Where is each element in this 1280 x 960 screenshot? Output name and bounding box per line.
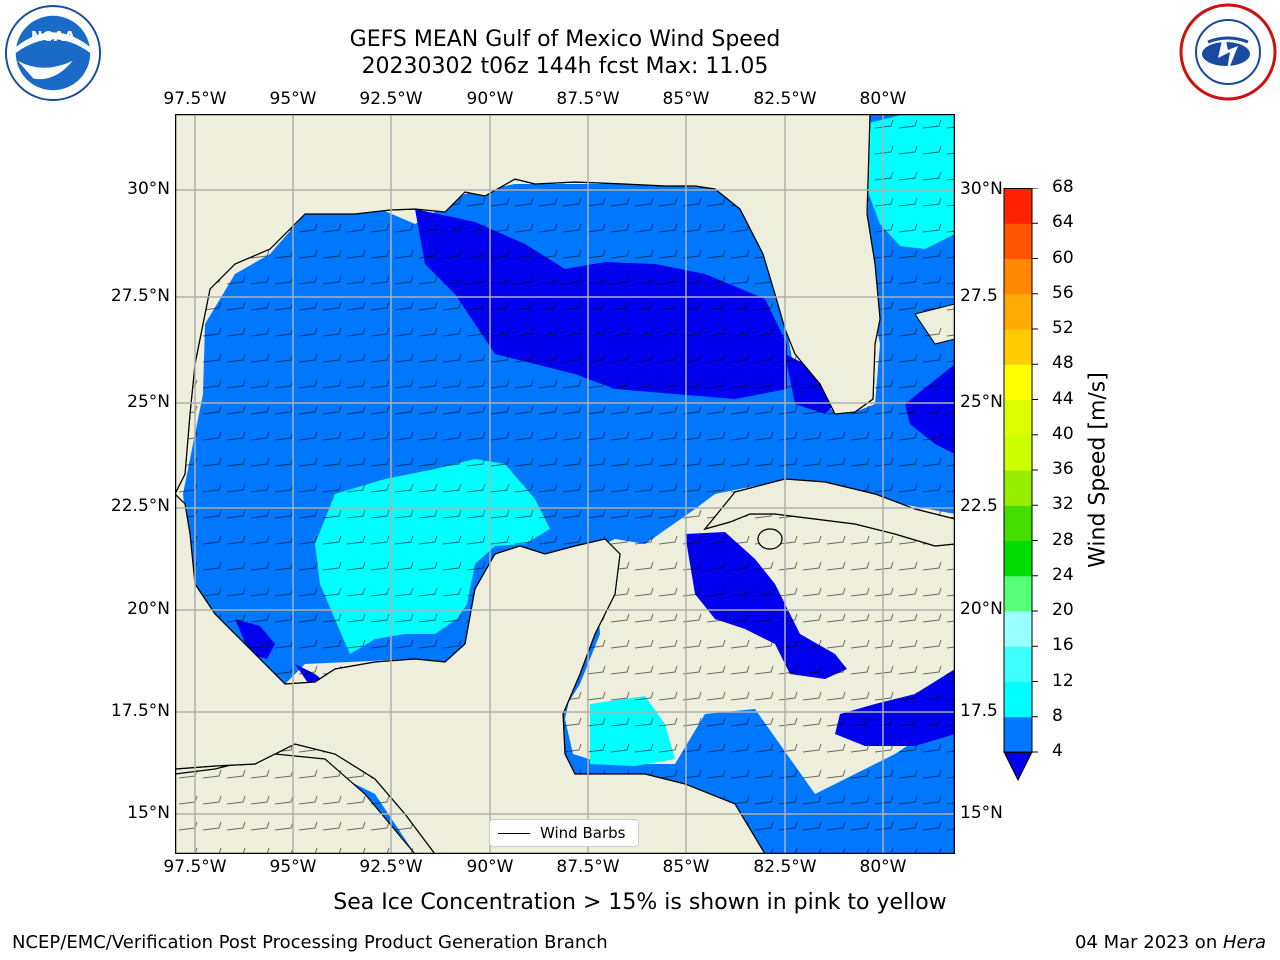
- lon-tick-bottom: 95°W: [269, 857, 317, 877]
- colorbar-tick-label: 24: [1052, 564, 1074, 585]
- nws-logo: [1178, 2, 1278, 106]
- footer-date: 04 Mar 2023 on Hera: [1075, 932, 1266, 953]
- wind-speed-map: [175, 114, 955, 854]
- lon-tick-top: 95°W: [269, 89, 317, 109]
- lon-tick-bottom: 92.5°W: [359, 857, 423, 877]
- lon-tick-bottom: 85°W: [662, 857, 710, 877]
- wind-barb-legend-line: [498, 832, 530, 834]
- lon-tick-top: 80°W: [859, 89, 907, 109]
- colorbar-tick-label: 4: [1052, 741, 1063, 761]
- colorbar-tick-label: 44: [1052, 388, 1074, 409]
- colorbar-tick-label: 60: [1052, 247, 1074, 268]
- lat-tick-right: 20°N: [960, 599, 1003, 619]
- colorbar-segment: [1004, 646, 1032, 682]
- sea-ice-caption: Sea Ice Concentration > 15% is shown in …: [333, 890, 947, 915]
- lon-tick-bottom: 80°W: [859, 857, 907, 877]
- lat-tick-left: 22.5°N: [110, 496, 170, 516]
- colorbar-segment: [1004, 364, 1032, 400]
- colorbar-tick-label: 68: [1052, 177, 1074, 197]
- colorbar-segment: [1004, 188, 1032, 224]
- colorbar-tick-label: 40: [1052, 423, 1074, 444]
- lon-tick-top: 92.5°W: [359, 89, 423, 109]
- colorbar-segment: [1004, 434, 1032, 471]
- lat-tick-left: 15°N: [127, 803, 170, 823]
- lon-tick-top: 87.5°W: [556, 89, 620, 109]
- chart-subtitle: 20230302 t06z 144h fcst Max: 11.05: [361, 54, 769, 79]
- colorbar-tick-label: 28: [1052, 529, 1074, 550]
- colorbar-segment: [1004, 681, 1032, 718]
- legend-label: Wind Barbs: [540, 824, 626, 842]
- lon-tick-top: 97.5°W: [163, 89, 227, 109]
- colorbar-title: Wind Speed [m/s]: [1085, 372, 1111, 568]
- lat-tick-left: 17.5°N: [110, 701, 170, 721]
- colorbar-segment: [1004, 399, 1032, 436]
- lat-tick-right: 22.5: [960, 496, 998, 516]
- lat-tick-left: 20°N: [127, 599, 170, 619]
- colorbar-segment: [1004, 716, 1032, 753]
- lat-tick-left: 27.5°N: [110, 286, 170, 306]
- colorbar-segment: [1004, 258, 1032, 295]
- lat-tick-left: 25°N: [127, 392, 170, 412]
- colorbar-tick-label: 16: [1052, 635, 1074, 656]
- lat-tick-left: 30°N: [127, 179, 170, 199]
- colorbar-under-triangle: [1003, 751, 1033, 782]
- colorbar-tick-label: 52: [1052, 318, 1074, 338]
- colorbar-segment: [1004, 470, 1032, 506]
- chart-title: GEFS MEAN Gulf of Mexico Wind Speed: [349, 27, 781, 52]
- graticule: [175, 114, 955, 854]
- colorbar-segment: [1004, 223, 1032, 259]
- colorbar-tick-label: 32: [1052, 494, 1074, 515]
- noaa-logo: NOAA: [4, 4, 102, 106]
- colorbar-segment: [1004, 611, 1032, 647]
- lat-tick-right: 15°N: [960, 803, 1003, 823]
- lon-tick-bottom: 90°W: [466, 857, 514, 877]
- colorbar-tick-label: 56: [1052, 282, 1074, 303]
- colorbar-tick-label: 12: [1052, 670, 1074, 691]
- lon-tick-top: 85°W: [662, 89, 710, 109]
- colorbar-tick-label: 64: [1052, 212, 1074, 233]
- colorbar-tick-label: 20: [1052, 600, 1074, 620]
- lon-tick-top: 82.5°W: [753, 89, 817, 109]
- lon-tick-top: 90°W: [466, 89, 514, 109]
- footer-date-text: 04 Mar 2023 on: [1074, 932, 1223, 953]
- svg-text:NOAA: NOAA: [31, 29, 75, 45]
- footer-host: Hera: [1222, 932, 1266, 953]
- lat-tick-right: 17.5: [960, 701, 998, 721]
- colorbar-segment: [1004, 293, 1032, 330]
- colorbar: [1003, 188, 1038, 782]
- colorbar-segment: [1004, 505, 1032, 541]
- colorbar-tick-label: 48: [1052, 353, 1074, 374]
- colorbar-segment: [1004, 329, 1032, 365]
- colorbar-tick-label: 8: [1052, 705, 1063, 726]
- colorbar-segment: [1004, 540, 1032, 577]
- footer-organization: NCEP/EMC/Verification Post Processing Pr…: [12, 932, 608, 953]
- lat-tick-right: 27.5: [960, 286, 998, 306]
- colorbar-tick-label: 36: [1052, 459, 1074, 479]
- lat-tick-right: 30°N: [960, 179, 1003, 199]
- lon-tick-bottom: 87.5°W: [556, 857, 620, 877]
- lon-tick-bottom: 97.5°W: [163, 857, 227, 877]
- lat-tick-right: 25°N: [960, 392, 1003, 412]
- map-legend: Wind Barbs: [489, 819, 639, 847]
- lon-tick-bottom: 82.5°W: [753, 857, 817, 877]
- colorbar-segment: [1004, 575, 1032, 612]
